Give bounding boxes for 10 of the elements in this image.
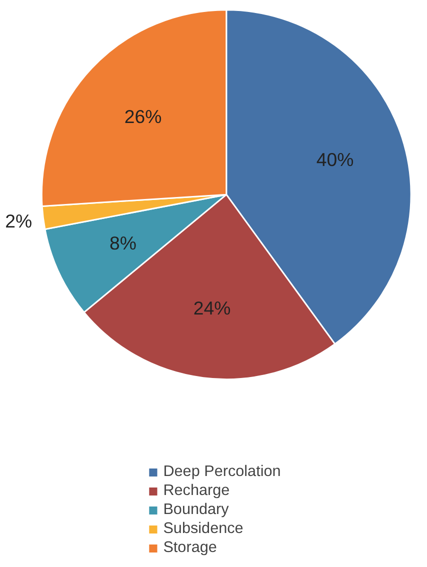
legend-label: Recharge: [163, 482, 230, 500]
data-label: 40%: [316, 148, 354, 170]
data-label: 8%: [110, 232, 136, 254]
legend-label: Storage: [163, 539, 217, 557]
data-label: 2%: [5, 210, 32, 232]
legend-label: Boundary: [163, 501, 229, 519]
legend-label: Subsidence: [163, 520, 244, 538]
legend-label: Deep Percolation: [163, 463, 281, 481]
data-label: 26%: [124, 106, 162, 128]
data-label: 24%: [193, 297, 231, 318]
